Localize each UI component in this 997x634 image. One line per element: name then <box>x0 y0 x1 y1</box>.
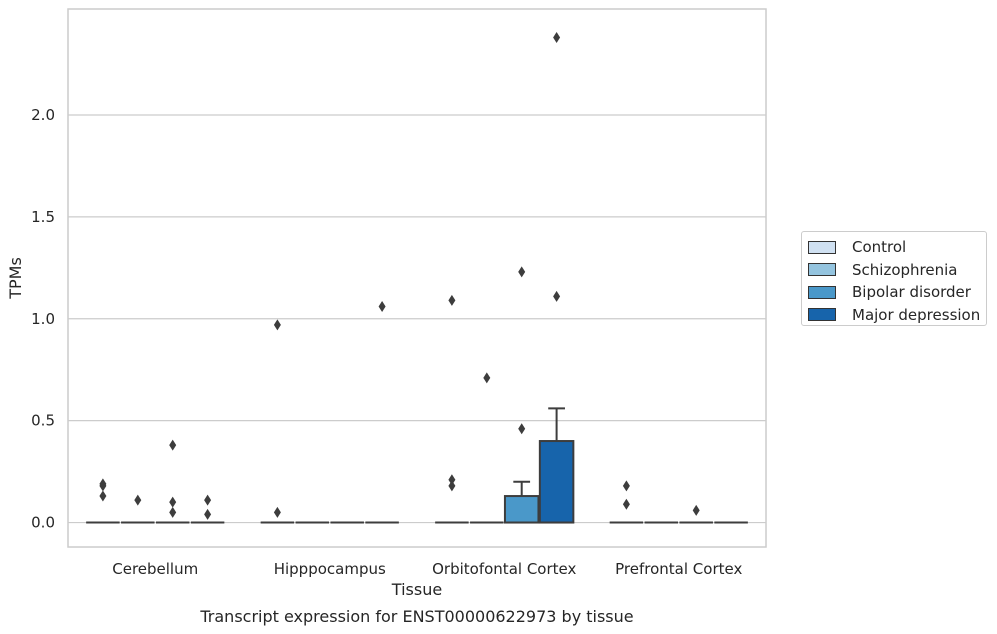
outlier-orbitofontal-cortex-major-depression <box>553 32 561 44</box>
outlier-cerebellum-major-depression <box>204 494 212 506</box>
outlier-cerebellum-control <box>99 480 107 492</box>
x-axis-label: Tissue <box>391 580 442 599</box>
legend-item-major-depression: Major depression <box>808 304 986 327</box>
y-tick-label: 1.0 <box>31 310 55 328</box>
y-tick-label: 2.0 <box>31 106 55 124</box>
x-tick-label: Hipppocampus <box>274 560 386 578</box>
outlier-cerebellum-bipolar-disorder <box>169 439 177 451</box>
grid-lines <box>68 114 766 524</box>
outlier-orbitofontal-cortex-control <box>448 474 456 486</box>
y-tick-label: 0.0 <box>31 514 55 532</box>
y-tick-labels: 0.0 0.5 1.0 1.5 2.0 <box>31 106 55 532</box>
outlier-orbitofontal-cortex-major-depression <box>553 290 561 302</box>
legend-swatch-control <box>808 240 836 254</box>
y-tick-label: 0.5 <box>31 412 55 430</box>
x-tick-labels: Cerebellum Hipppocampus Orbitofontal Corte… <box>112 560 742 578</box>
legend-label-major-depression: Major depression <box>852 305 981 324</box>
outlier-orbitofontal-cortex-bipolar-disorder <box>518 266 526 278</box>
chart-title: Transcript expression for ENST0000062297… <box>199 607 633 626</box>
plot-frame <box>67 8 767 548</box>
x-tick-label: Prefrontal Cortex <box>615 560 742 578</box>
legend-item-control: Control <box>808 236 986 259</box>
legend-item-bipolar-disorder: Bipolar disorder <box>808 281 986 304</box>
outlier-hipppocampus-control <box>273 319 281 331</box>
y-tick-label: 1.5 <box>31 208 55 226</box>
outlier-cerebellum-bipolar-disorder <box>169 496 177 508</box>
outlier-cerebellum-major-depression <box>204 508 212 520</box>
outlier-hipppocampus-control <box>273 506 281 518</box>
outlier-hipppocampus-major-depression <box>378 301 386 313</box>
legend-swatch-bipolar-disorder <box>808 285 836 299</box>
outlier-cerebellum-bipolar-disorder <box>169 506 177 518</box>
outlier-orbitofontal-cortex-control <box>448 480 456 492</box>
outlier-orbitofontal-cortex-bipolar-disorder <box>518 423 526 435</box>
box-plot-marks <box>86 407 748 524</box>
outlier-cerebellum-control <box>99 490 107 502</box>
outlier-points <box>99 32 700 520</box>
legend-label-bipolar-disorder: Bipolar disorder <box>852 283 971 302</box>
outlier-prefrontal-cortex-control <box>622 498 630 510</box>
box-orbitofontal-cortex-bipolar-disorder <box>503 495 540 524</box>
outlier-prefrontal-cortex-control <box>622 480 630 492</box>
x-tick-label: Cerebellum <box>112 560 198 578</box>
legend-swatch-schizophrenia <box>808 263 836 277</box>
legend-label-schizophrenia: Schizophrenia <box>852 260 958 279</box>
outlier-orbitofontal-cortex-control <box>448 294 456 306</box>
legend-item-schizophrenia: Schizophrenia <box>808 259 986 282</box>
box-orbitofontal-cortex-major-depression <box>538 440 575 524</box>
outlier-orbitofontal-cortex-schizophrenia <box>483 372 491 384</box>
outlier-cerebellum-schizophrenia <box>134 494 142 506</box>
legend-label-control: Control <box>852 238 907 257</box>
legend-swatch-major-depression <box>808 308 836 322</box>
x-tick-label: Orbitofontal Cortex <box>432 560 576 578</box>
y-axis-label: TPMs <box>6 257 25 300</box>
legend: Control Schizophrenia Bipolar disorder M… <box>801 231 987 326</box>
outlier-prefrontal-cortex-bipolar-disorder <box>692 504 700 516</box>
